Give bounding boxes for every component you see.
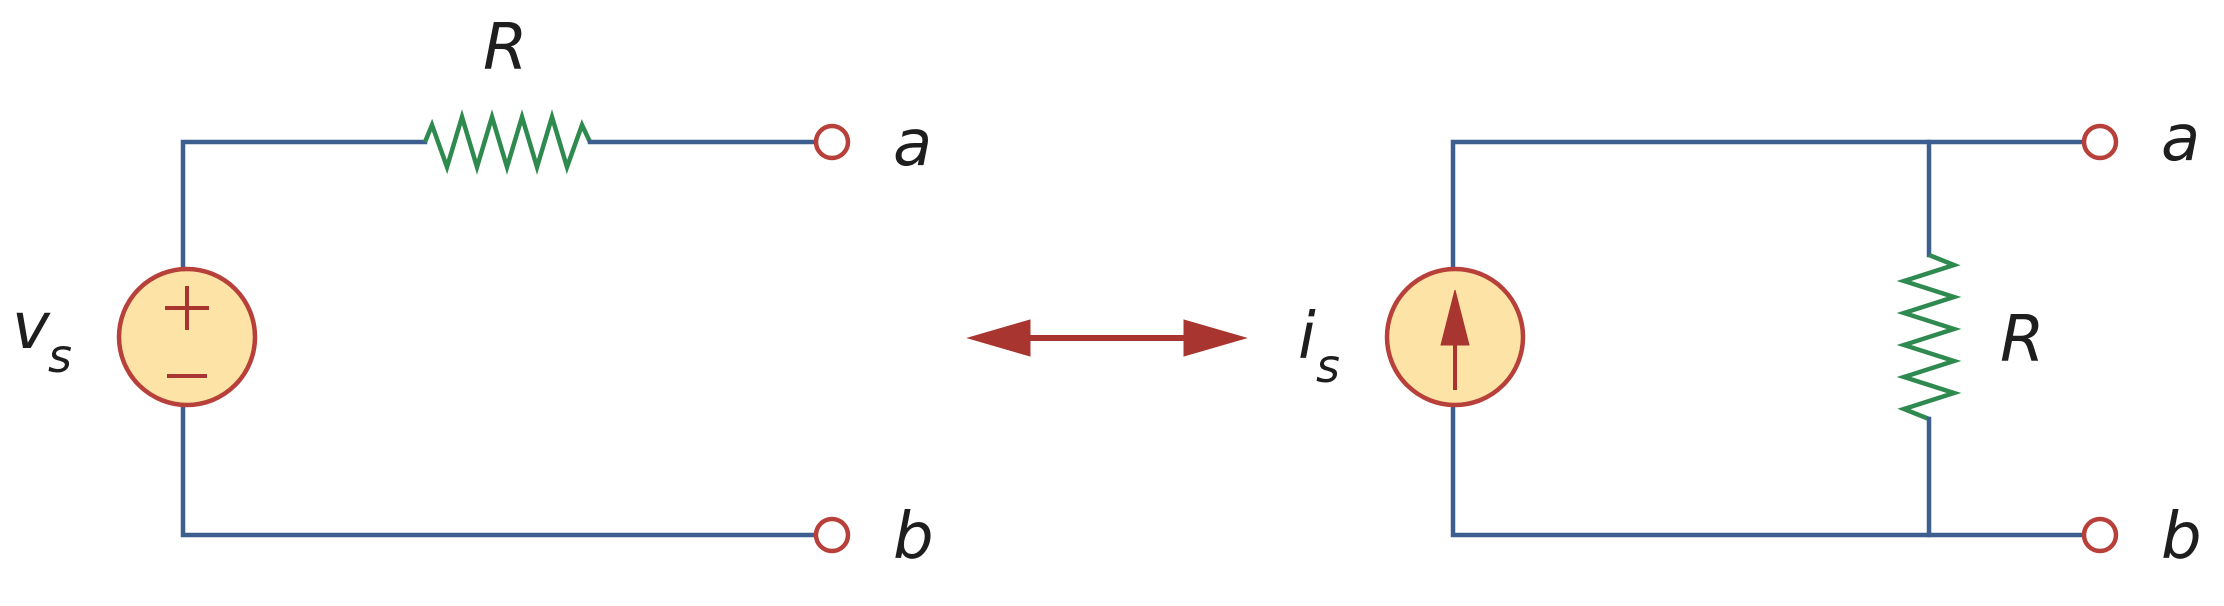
left-terminal-a-label: a (893, 107, 932, 181)
right-terminal-a-label: a (2161, 102, 2200, 176)
left-series-resistor (422, 109, 593, 175)
left-terminal-a (813, 123, 851, 161)
current-source (1384, 266, 1526, 408)
voltage-source-label: v s (12, 290, 72, 383)
voltage-subscript: s (48, 329, 72, 383)
right-terminal-b-label: b (2161, 500, 2202, 574)
plus-sign (165, 286, 209, 330)
left-resistor-label: R (483, 11, 527, 85)
right-shunt-resistor (1896, 252, 1962, 422)
right-top-wire (1450, 139, 2085, 271)
right-terminal-b (2081, 516, 2119, 554)
current-symbol: i (1298, 300, 1316, 374)
voltage-source (116, 266, 258, 408)
right-terminal-a (2081, 123, 2119, 161)
current-subscript: s (1316, 339, 1340, 393)
left-top-wire-left (180, 139, 428, 271)
left-terminal-b-label: b (893, 500, 934, 574)
current-source-label: i s (1298, 300, 1340, 393)
left-bottom-wire (180, 402, 818, 538)
left-terminal-b (813, 516, 851, 554)
equivalence-arrow (966, 319, 1248, 357)
right-circuit: R a b i s (1298, 102, 2202, 574)
right-resistor-label: R (2000, 303, 2044, 377)
left-circuit: R a b v s (12, 11, 934, 574)
voltage-symbol: v (12, 290, 51, 364)
right-bottom-wire (1450, 402, 2085, 538)
current-arrow-head (1440, 289, 1470, 346)
